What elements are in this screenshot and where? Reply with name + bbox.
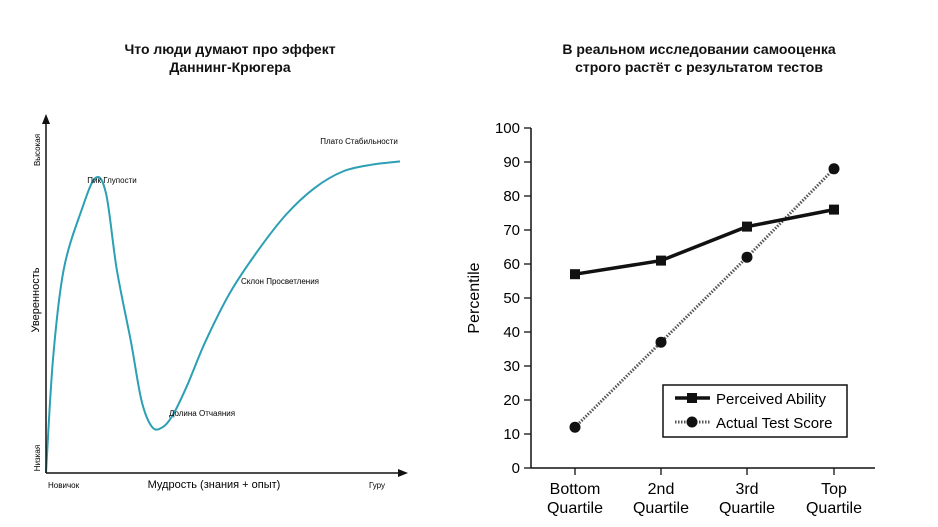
y-tick-label: 80 <box>503 188 520 205</box>
actual-score-point <box>655 336 667 348</box>
left-chart-title: Что люди думают про эффект Даннинг-Крюге… <box>0 40 460 76</box>
actual-score-point <box>828 163 840 175</box>
y-tick-label: 50 <box>503 290 520 307</box>
perceived-ability-point <box>742 221 752 232</box>
left-chart-panel: Что люди думают про эффект Даннинг-Крюге… <box>0 0 460 527</box>
y-tick-label: 40 <box>503 324 520 341</box>
annotation-plateau: Плато Стабильности <box>320 137 398 146</box>
annotation-valley: Долина Отчаяния <box>169 409 235 418</box>
series-group <box>569 163 840 433</box>
y-ticks-group: 0 10 20 30 40 50 60 70 80 90 100 <box>495 120 531 477</box>
x-tick-label: Bottom Quartile <box>547 481 603 517</box>
y-tick-label: 20 <box>503 392 520 409</box>
legend-box <box>662 384 848 438</box>
left-title-line1: Что люди думают про эффект <box>124 41 336 57</box>
right-title-line1: В реальном исследовании самооценка <box>562 41 836 57</box>
y-tick-label: 30 <box>503 358 520 375</box>
left-x-axis-label: Мудрость (знания + опыт) <box>148 479 281 491</box>
y-tick-label: 0 <box>512 460 520 477</box>
right-title-line2: строго растёт с результатом тестов <box>575 59 823 75</box>
y-axis-label: Percentile <box>466 262 483 333</box>
x-ticks-group: Bottom Quartile 2nd Quartile 3rd Quartile Top Q… <box>547 468 862 517</box>
confidence-curve <box>45 160 401 474</box>
perceived-ability-point <box>570 269 580 280</box>
actual-score-line <box>573 167 836 429</box>
left-y-axis-label: Уверенность <box>30 267 42 332</box>
right-chart-svg: 0 10 20 30 40 50 60 70 80 90 100 Bottom Quartile 2nd… <box>466 120 875 517</box>
left-x-start-label: Новичок <box>48 481 80 490</box>
y-tick-label: 90 <box>503 154 520 171</box>
legend: Perceived Ability Actual Test Score <box>662 384 848 438</box>
y-tick-label: 70 <box>503 222 520 239</box>
left-x-axis-arrow <box>398 469 408 477</box>
y-tick-label: 100 <box>495 120 520 137</box>
left-x-end-label: Гуру <box>369 481 385 490</box>
actual-score-point <box>741 251 753 263</box>
x-tick-label: 3rd Quartile <box>719 481 775 517</box>
legend-perceived-label: Perceived Ability <box>716 391 827 408</box>
x-tick-label: 2nd Quartile <box>633 481 689 517</box>
perceived-ability-line <box>574 207 835 276</box>
y-tick-label: 10 <box>503 426 520 443</box>
legend-actual-label: Actual Test Score <box>716 415 832 432</box>
left-y-axis-arrow <box>42 114 50 124</box>
right-chart-title: В реальном исследовании самооценка строг… <box>460 40 938 76</box>
right-chart-panel: В реальном исследовании самооценка строг… <box>460 0 938 527</box>
left-y-high-label: Высокая <box>33 134 42 166</box>
perceived-ability-point <box>829 204 839 215</box>
legend-actual-marker <box>686 416 698 428</box>
legend-perceived-marker <box>687 393 697 403</box>
left-chart-svg: Высокая Низкая Уверенность Новичок Мудро… <box>30 114 408 491</box>
annotation-slope: Склон Просветления <box>241 277 319 286</box>
left-title-line2: Даннинг-Крюгера <box>169 59 291 75</box>
perceived-ability-point <box>656 255 666 266</box>
annotation-peak: Пик Глупости <box>87 176 136 185</box>
actual-score-point <box>569 421 581 433</box>
x-tick-label: Top Quartile <box>806 481 862 517</box>
y-tick-label: 60 <box>503 256 520 273</box>
left-y-low-label: Низкая <box>33 445 42 471</box>
